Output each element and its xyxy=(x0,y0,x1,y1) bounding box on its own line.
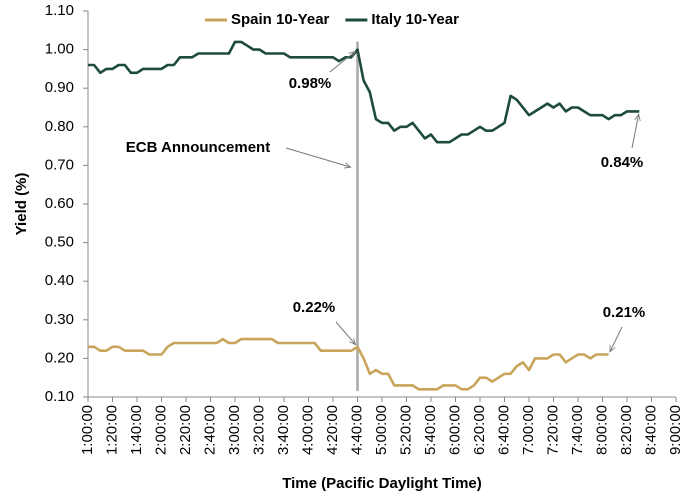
x-tick-label: 5:40:00 xyxy=(422,405,439,455)
y-tick-label: 0.30 xyxy=(45,311,74,328)
x-tick-label: 8:20:00 xyxy=(618,405,635,455)
annotation: 0.21% xyxy=(603,304,646,321)
x-tick-label: 7:40:00 xyxy=(569,405,586,455)
x-tick-label: 2:00:00 xyxy=(152,405,169,455)
y-tick-label: 1.00 xyxy=(45,41,74,58)
x-tick-label: 5:20:00 xyxy=(397,405,414,455)
series-line xyxy=(88,337,609,391)
x-tick-label: 3:40:00 xyxy=(275,405,292,455)
y-tick-label: 0.50 xyxy=(45,234,74,251)
x-tick-label: 4:00:00 xyxy=(299,405,316,455)
series-line xyxy=(88,40,640,144)
y-tick-label: 0.40 xyxy=(45,272,74,289)
x-tick-label: 8:00:00 xyxy=(593,405,610,455)
y-tick-label: 0.60 xyxy=(45,195,74,212)
x-tick-label: 7:20:00 xyxy=(544,405,561,455)
annotation-arrow xyxy=(335,321,356,345)
y-tick-label: 0.20 xyxy=(45,349,74,366)
y-axis-title: Yield (%) xyxy=(13,173,30,236)
annotation-arrow xyxy=(329,51,355,73)
x-tick-label: 4:40:00 xyxy=(348,405,365,455)
x-tick-label: 2:20:00 xyxy=(177,405,194,455)
legend-label: Spain 10-Year xyxy=(231,11,330,28)
x-tick-label: 5:00:00 xyxy=(373,405,390,455)
x-tick-label: 1:00:00 xyxy=(79,405,96,455)
x-tick-label: 1:20:00 xyxy=(103,405,120,455)
x-tick-label: 6:00:00 xyxy=(446,405,463,455)
annotation: 0.84% xyxy=(601,154,644,171)
x-tick-label: 3:20:00 xyxy=(250,405,267,455)
x-tick-label: 7:00:00 xyxy=(520,405,537,455)
x-tick-label: 2:40:00 xyxy=(201,405,218,455)
x-tick-label: 3:00:00 xyxy=(226,405,243,455)
annotation-arrow xyxy=(631,114,639,149)
annotation-arrow xyxy=(610,326,623,352)
y-tick-label: 0.70 xyxy=(45,156,74,173)
y-tick-label: 0.90 xyxy=(45,79,74,96)
legend-label: Italy 10-Year xyxy=(371,11,459,28)
annotation: ECB Announcement xyxy=(126,139,270,156)
annotation: 0.22% xyxy=(293,299,336,316)
x-axis-title: Time (Pacific Daylight Time) xyxy=(282,475,482,492)
x-tick-label: 4:20:00 xyxy=(324,405,341,455)
x-tick-label: 6:20:00 xyxy=(471,405,488,455)
y-tick-label: 0.80 xyxy=(45,118,74,135)
x-tick-label: 8:40:00 xyxy=(642,405,659,455)
x-tick-label: 6:40:00 xyxy=(495,405,512,455)
annotation-arrow xyxy=(285,147,351,167)
y-tick-label: 0.10 xyxy=(45,388,74,405)
x-tick-label: 9:00:00 xyxy=(667,405,684,455)
x-tick-label: 1:40:00 xyxy=(128,405,145,455)
annotation: 0.98% xyxy=(289,75,332,92)
y-tick-label: 1.10 xyxy=(45,2,74,19)
